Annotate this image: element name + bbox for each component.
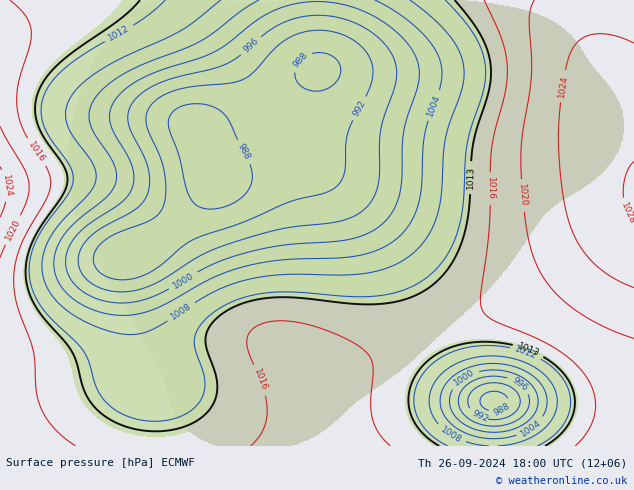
Text: 1024: 1024: [1, 173, 13, 197]
Text: 1008: 1008: [439, 425, 463, 444]
Text: 1024: 1024: [557, 74, 569, 98]
Text: 1004: 1004: [425, 93, 442, 118]
Text: Th 26-09-2024 18:00 UTC (12+06): Th 26-09-2024 18:00 UTC (12+06): [418, 458, 628, 468]
Text: 1000: 1000: [452, 368, 476, 388]
Text: 988: 988: [291, 51, 309, 70]
Text: 1016: 1016: [27, 140, 47, 164]
Text: 996: 996: [242, 37, 261, 55]
Text: 1013: 1013: [466, 166, 476, 189]
Text: 1012: 1012: [107, 24, 131, 43]
Text: 1016: 1016: [252, 368, 269, 392]
Text: 1012: 1012: [514, 344, 538, 361]
Text: Surface pressure [hPa] ECMWF: Surface pressure [hPa] ECMWF: [6, 458, 195, 468]
Text: © weatheronline.co.uk: © weatheronline.co.uk: [496, 476, 628, 487]
Text: 992: 992: [470, 409, 489, 424]
Text: 988: 988: [493, 401, 512, 417]
Text: 1028: 1028: [619, 201, 634, 226]
Text: 1013: 1013: [516, 342, 541, 358]
Text: 1000: 1000: [171, 270, 195, 290]
Text: 1016: 1016: [486, 177, 495, 200]
Text: 1008: 1008: [169, 302, 193, 322]
Text: 996: 996: [510, 375, 529, 393]
Text: 1020: 1020: [3, 218, 22, 242]
Text: 992: 992: [351, 98, 367, 118]
Text: 1020: 1020: [517, 184, 528, 207]
Text: 988: 988: [236, 142, 252, 162]
Text: 1004: 1004: [519, 418, 543, 438]
